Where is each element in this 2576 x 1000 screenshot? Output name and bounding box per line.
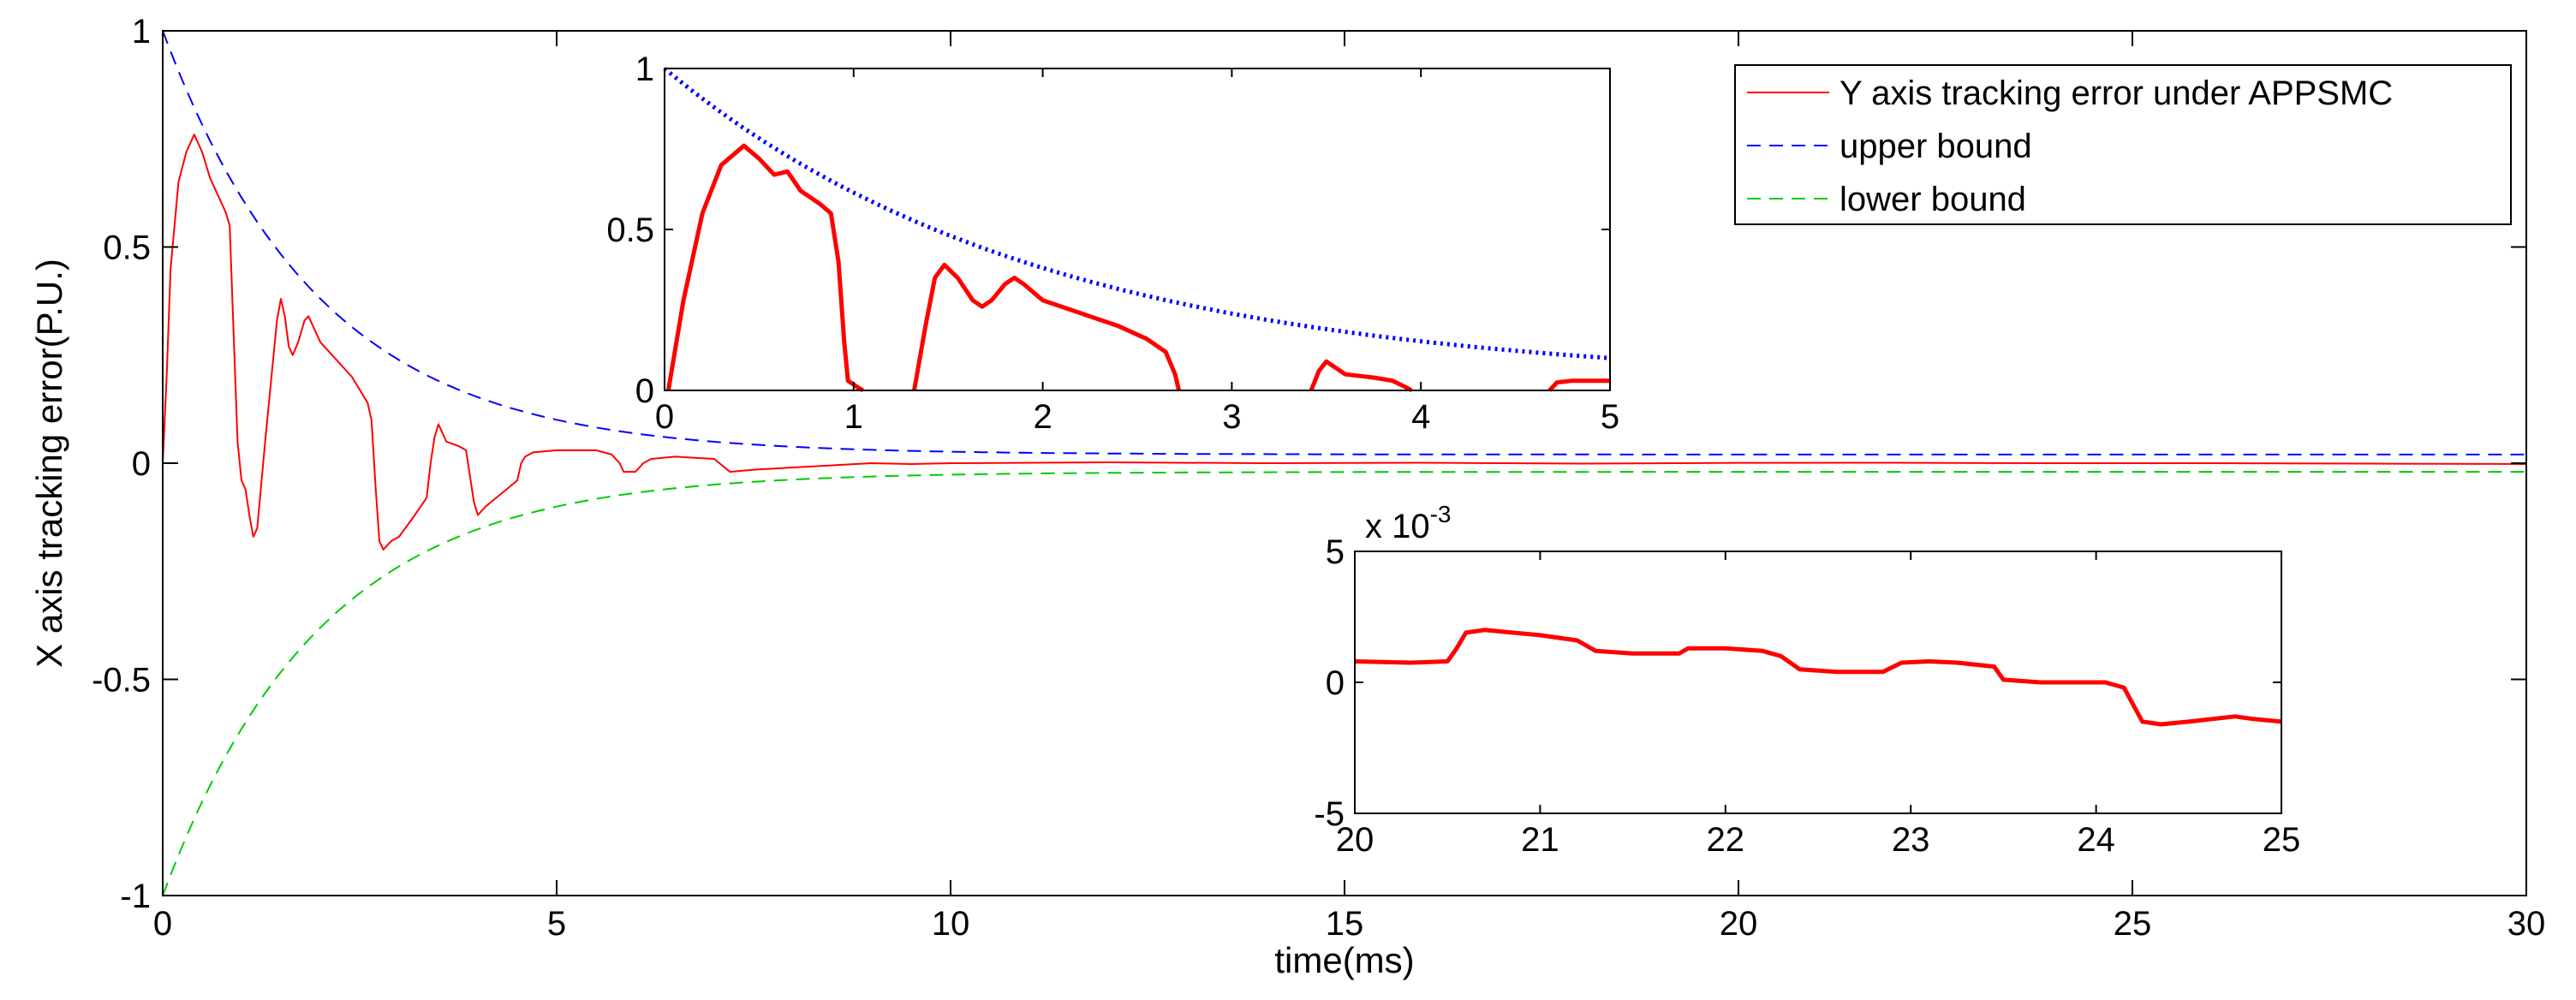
inset-zoom-20-25ms: 20 21 22 23 24 25 -5 0 5 x 10-3: [1314, 501, 2300, 859]
main-y-ticks: -1-0.500.51: [92, 13, 2526, 915]
main-xtick-label: 25: [2114, 905, 2152, 943]
main-series-group: [162, 30, 2527, 896]
y-axis-label: X axis tracking error(P.U.): [29, 259, 69, 668]
series-tracking-error: [162, 134, 2527, 551]
inset2-scale-base: x 10: [1365, 508, 1430, 545]
series-upper-bound: [162, 30, 2526, 455]
inset2-xtick-label: 25: [2263, 821, 2301, 859]
inset1-xtick-label: 2: [1033, 398, 1052, 436]
main-xtick-label: 15: [1326, 905, 1364, 943]
inset2-y-ticks: -5 0 5: [1314, 533, 2281, 833]
inset1-series-tracking-error: [912, 262, 1182, 391]
inset2-series-tracking-error: [1354, 628, 2282, 727]
main-xtick-label: 5: [547, 905, 566, 943]
main-ytick-label: 0: [132, 445, 151, 483]
inset2-xtick-label: 22: [1707, 821, 1745, 859]
main-xtick-label: 30: [2507, 905, 2546, 943]
inset2-xtick-label: 21: [1521, 821, 1559, 859]
main-ytick-label: 1: [132, 13, 151, 51]
inset1-xtick-label: 4: [1411, 398, 1430, 436]
main-ytick-label: -0.5: [92, 662, 151, 699]
inset2-x-ticks: 20 21 22 23 24 25: [1336, 551, 2301, 859]
inset2-scale-exponent: -3: [1430, 501, 1452, 527]
legend-label-upper-bound: upper bound: [1840, 128, 2032, 165]
inset1-xtick-label: 5: [1601, 398, 1619, 436]
x-axis-label: time(ms): [1274, 940, 1414, 980]
inset2-ytick-label: -5: [1314, 795, 1345, 833]
main-x-ticks: 0 5 10 15 20 25 30: [153, 31, 2545, 943]
inset1-series-upper-bound: [663, 67, 1611, 360]
inset1-y-ticks: 00.51: [606, 51, 1610, 410]
legend-box: [1734, 64, 2512, 225]
main-ytick-label: 0.5: [103, 229, 151, 267]
inset1-xtick-label: 3: [1222, 398, 1241, 436]
inset1-ytick-label: 0.5: [606, 211, 654, 249]
inset1-series-tracking-error: [665, 143, 865, 393]
series-lower-bound: [162, 471, 2526, 896]
inset2-ytick-label: 0: [1326, 664, 1345, 702]
inset2-ytick-label: 5: [1326, 533, 1345, 571]
inset1-xtick-label: 0: [655, 398, 674, 436]
main-ytick-label: -1: [120, 878, 151, 915]
inset1-ytick-label: 1: [635, 51, 654, 88]
inset2-xtick-label: 23: [1892, 821, 1930, 859]
inset1-xtick-label: 1: [844, 398, 863, 436]
main-xtick-label: 0: [153, 905, 172, 943]
legend-label-tracking-error: Y axis tracking error under APPSMC: [1840, 74, 2393, 112]
legend-label-lower-bound: lower bound: [1840, 181, 2026, 218]
inset2-xtick-label: 20: [1336, 821, 1374, 859]
inset1-series-group: [663, 67, 1611, 393]
inset1-series-tracking-error: [1309, 359, 1413, 393]
inset2-xtick-label: 24: [2077, 821, 2115, 859]
main-xtick-label: 20: [1720, 905, 1758, 943]
inset1-x-ticks: 0 1 2 3 4 5: [655, 68, 1619, 436]
inset1-series-tracking-error: [1547, 378, 1610, 392]
inset1-ytick-label: 0: [635, 372, 654, 410]
inset2-series-group: [1354, 628, 2282, 727]
inset2-scale-label: x 10-3: [1365, 501, 1452, 545]
main-xtick-label: 10: [932, 905, 970, 943]
legend: Y axis tracking error under APPSMC upper…: [1734, 64, 2512, 225]
